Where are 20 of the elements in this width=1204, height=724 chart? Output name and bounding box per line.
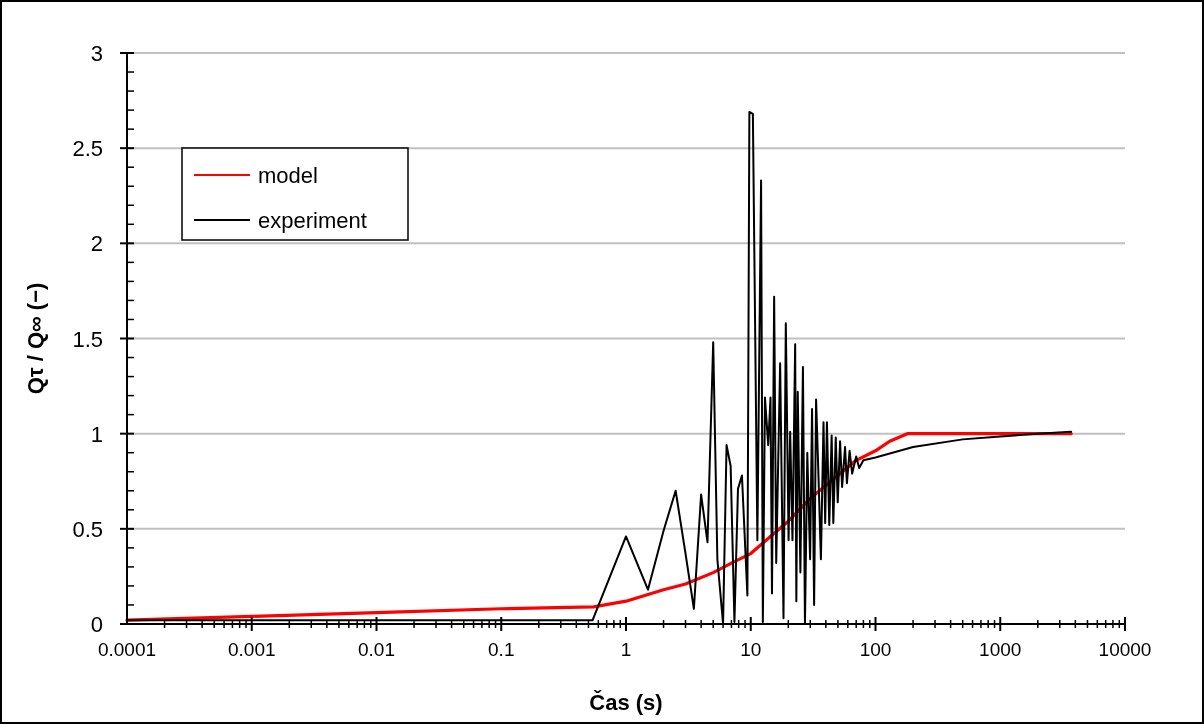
x-tick-label: 10 — [740, 639, 762, 660]
x-tick-label: 1000 — [979, 639, 1022, 660]
y-axis-title: Qτ / Q∞ (−) — [23, 282, 48, 395]
x-tick-label: 1 — [620, 639, 632, 660]
y-tick-label: 0 — [90, 612, 103, 637]
y-tick-label: 0.5 — [72, 516, 103, 542]
x-tick-label: 0.1 — [488, 639, 515, 660]
y-tick-label: 2 — [90, 231, 103, 257]
y-tick-label: 2.5 — [72, 136, 103, 162]
legend-label: experiment — [258, 208, 367, 233]
y-tick-label: 1.5 — [72, 326, 103, 352]
x-tick-label: 0.01 — [358, 639, 395, 660]
x-tick-label: 0.0001 — [97, 639, 157, 660]
x-tick-label: 100 — [859, 639, 892, 660]
x-tick-label: 10000 — [1098, 639, 1152, 660]
legend-label: model — [258, 163, 318, 188]
y-tick-label: 1 — [90, 421, 103, 447]
x-axis-title: Čas (s) — [589, 690, 663, 715]
y-tick-label: 3 — [90, 41, 103, 66]
x-tick-label: 0.001 — [227, 639, 276, 660]
